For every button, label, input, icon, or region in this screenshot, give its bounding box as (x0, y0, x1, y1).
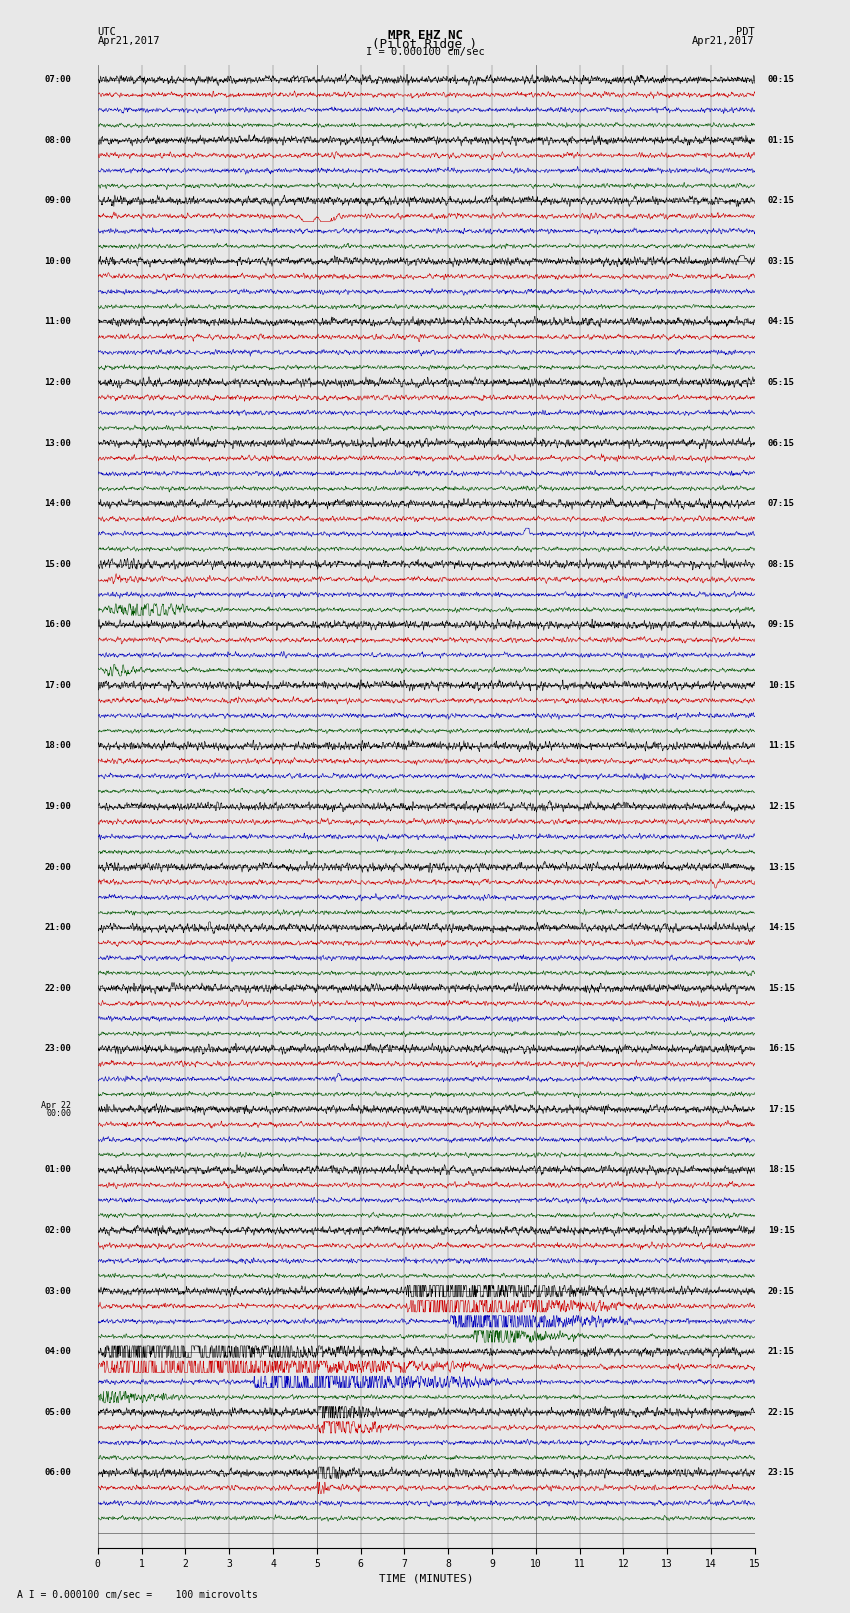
Text: Apr21,2017: Apr21,2017 (692, 37, 755, 47)
Text: 05:15: 05:15 (768, 377, 795, 387)
Text: 14:15: 14:15 (768, 923, 795, 932)
Text: 08:15: 08:15 (768, 560, 795, 569)
Text: (Pilot Ridge ): (Pilot Ridge ) (372, 37, 478, 52)
Text: 01:15: 01:15 (768, 135, 795, 145)
Text: 12:15: 12:15 (768, 802, 795, 811)
Text: 00:15: 00:15 (768, 76, 795, 84)
Text: 23:00: 23:00 (44, 1044, 71, 1053)
Text: 10:00: 10:00 (44, 256, 71, 266)
Text: 05:00: 05:00 (44, 1408, 71, 1416)
Text: 14:00: 14:00 (44, 498, 71, 508)
Text: 13:00: 13:00 (44, 439, 71, 447)
Text: Apr 22: Apr 22 (42, 1102, 71, 1110)
Text: 21:00: 21:00 (44, 923, 71, 932)
Text: 18:00: 18:00 (44, 742, 71, 750)
Text: 19:15: 19:15 (768, 1226, 795, 1236)
Text: 13:15: 13:15 (768, 863, 795, 871)
Text: 07:15: 07:15 (768, 498, 795, 508)
Text: 15:15: 15:15 (768, 984, 795, 992)
Text: 22:00: 22:00 (44, 984, 71, 992)
Text: 22:15: 22:15 (768, 1408, 795, 1416)
Text: UTC: UTC (98, 27, 116, 37)
Text: 01:00: 01:00 (44, 1166, 71, 1174)
X-axis label: TIME (MINUTES): TIME (MINUTES) (379, 1573, 473, 1582)
Text: I = 0.000100 cm/sec: I = 0.000100 cm/sec (366, 47, 484, 56)
Text: 11:00: 11:00 (44, 318, 71, 326)
Text: 00:00: 00:00 (47, 1108, 71, 1118)
Text: MPR EHZ NC: MPR EHZ NC (388, 29, 462, 42)
Text: 10:15: 10:15 (768, 681, 795, 690)
Text: 02:00: 02:00 (44, 1226, 71, 1236)
Text: 23:15: 23:15 (768, 1468, 795, 1478)
Text: 04:15: 04:15 (768, 318, 795, 326)
Text: 12:00: 12:00 (44, 377, 71, 387)
Text: 17:15: 17:15 (768, 1105, 795, 1115)
Text: 04:00: 04:00 (44, 1347, 71, 1357)
Text: 03:00: 03:00 (44, 1287, 71, 1295)
Text: 07:00: 07:00 (44, 76, 71, 84)
Text: 20:00: 20:00 (44, 863, 71, 871)
Text: 21:15: 21:15 (768, 1347, 795, 1357)
Text: 11:15: 11:15 (768, 742, 795, 750)
Text: 15:00: 15:00 (44, 560, 71, 569)
Text: 08:00: 08:00 (44, 135, 71, 145)
Text: PDT: PDT (736, 27, 755, 37)
Text: 06:00: 06:00 (44, 1468, 71, 1478)
Text: 18:15: 18:15 (768, 1166, 795, 1174)
Text: 19:00: 19:00 (44, 802, 71, 811)
Text: A I = 0.000100 cm/sec =    100 microvolts: A I = 0.000100 cm/sec = 100 microvolts (17, 1590, 258, 1600)
Text: 02:15: 02:15 (768, 197, 795, 205)
Text: 20:15: 20:15 (768, 1287, 795, 1295)
Text: 06:15: 06:15 (768, 439, 795, 447)
Text: 17:00: 17:00 (44, 681, 71, 690)
Text: 09:15: 09:15 (768, 621, 795, 629)
Text: Apr21,2017: Apr21,2017 (98, 37, 161, 47)
Text: 16:15: 16:15 (768, 1044, 795, 1053)
Text: 03:15: 03:15 (768, 256, 795, 266)
Text: 16:00: 16:00 (44, 621, 71, 629)
Text: 09:00: 09:00 (44, 197, 71, 205)
